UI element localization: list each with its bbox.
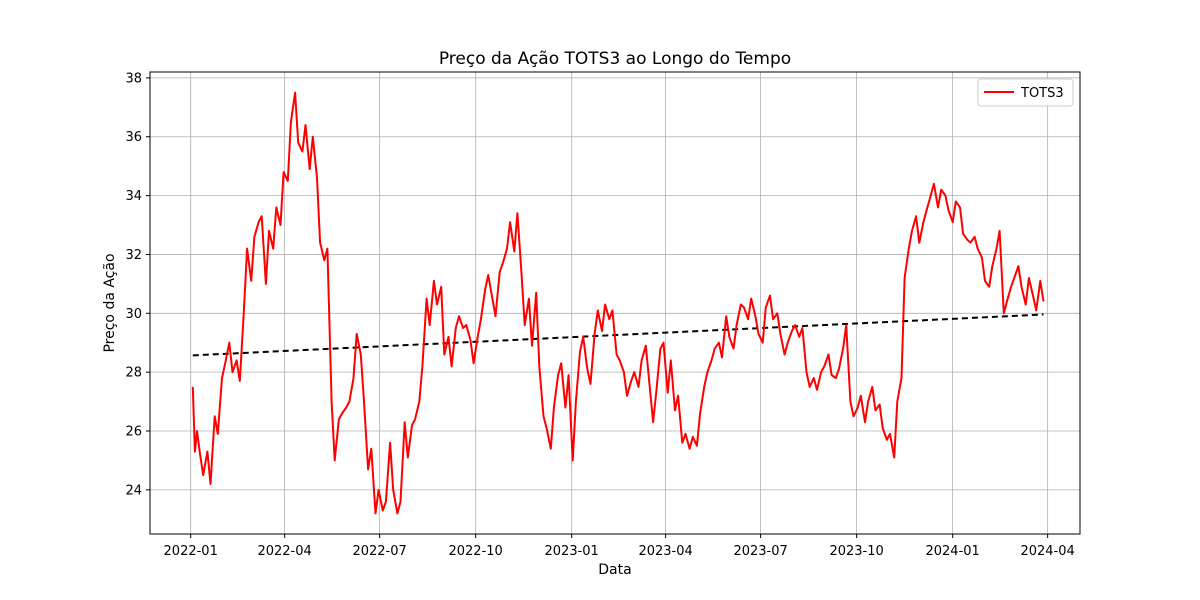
legend-box <box>977 78 1074 107</box>
series-layer <box>191 91 1045 515</box>
x-axis: 2022-01 2022-04 2022-07 2022-10 2023-01 2023-… <box>164 534 1075 559</box>
y-tick-label: 36 <box>125 130 142 145</box>
series-line-tots3 <box>191 91 1045 515</box>
y-axis-label: Preço da Ação <box>102 253 118 352</box>
x-tick-label: 2022-10 <box>448 544 502 559</box>
x-tick-label: 2023-01 <box>545 544 599 559</box>
x-tick-label: 2022-04 <box>257 544 311 559</box>
y-axis: 24 26 28 30 32 34 36 38 <box>125 71 150 498</box>
y-tick-label: 24 <box>125 483 142 498</box>
grid <box>150 72 1080 534</box>
x-tick-label: 2022-01 <box>164 544 218 559</box>
y-tick-label: 26 <box>125 425 142 440</box>
x-axis-label: Data <box>598 562 631 578</box>
chart-title: Preço da Ação TOTS3 ao Longo do Tempo <box>439 49 791 69</box>
plot-area <box>150 72 1080 534</box>
y-tick-label: 38 <box>125 71 142 86</box>
y-tick-label: 30 <box>125 307 142 322</box>
trend-line <box>192 313 1044 357</box>
x-tick-label: 2024-04 <box>1020 544 1074 559</box>
x-tick-label: 2022-07 <box>352 544 406 559</box>
legend: TOTS3 <box>977 78 1074 107</box>
x-tick-label: 2023-07 <box>733 544 787 559</box>
trend-layer <box>192 313 1044 357</box>
x-tick-label: 2023-04 <box>638 544 692 559</box>
y-tick-label: 34 <box>125 189 142 204</box>
plot-frame <box>149 71 1081 535</box>
x-tick-label: 2024-01 <box>925 544 979 559</box>
y-tick-label: 28 <box>125 366 142 381</box>
y-tick-label: 32 <box>125 248 142 263</box>
x-tick-label: 2023-10 <box>829 544 883 559</box>
legend-label: TOTS3 <box>1020 86 1064 101</box>
